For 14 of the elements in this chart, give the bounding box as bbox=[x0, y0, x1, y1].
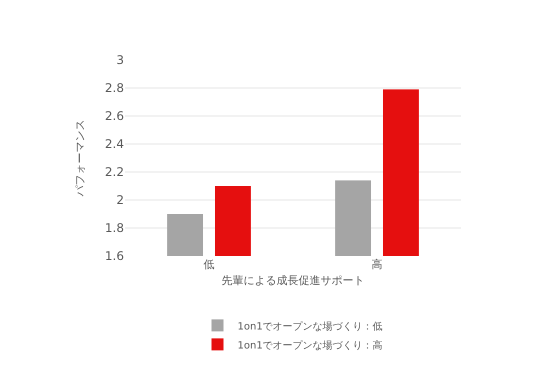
y-tick-label: 2.6 bbox=[104, 109, 124, 124]
y-tick-label: 3 bbox=[116, 53, 124, 68]
x-tick-label: 低 bbox=[204, 258, 214, 271]
y-tick-label: 1.8 bbox=[104, 221, 124, 236]
y-tick-label: 2 bbox=[116, 193, 124, 208]
legend-label: 1on1でオープンな場づくり：高 bbox=[238, 339, 383, 352]
y-tick-label: 2.4 bbox=[104, 137, 124, 152]
legend-label: 1on1でオープンな場づくり：低 bbox=[238, 320, 383, 332]
y-axis-title: パフォーマンス bbox=[74, 120, 87, 198]
y-tick-label: 2.8 bbox=[104, 81, 124, 96]
x-axis-title: 先輩による成長促進サポート bbox=[222, 274, 364, 288]
y-tick-label: 1.6 bbox=[104, 249, 124, 264]
y-tick-label: 2.2 bbox=[104, 165, 124, 180]
x-tick-label: 高 bbox=[372, 258, 382, 271]
